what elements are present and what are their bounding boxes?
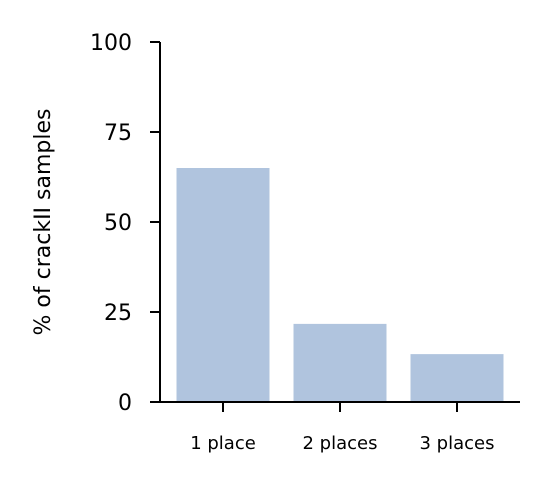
y-tick-label-25: 25: [104, 301, 132, 326]
y-tick-label-100: 100: [90, 31, 132, 56]
bar-3: [411, 354, 504, 402]
y-axis-label: % of crackII samples: [31, 109, 56, 336]
x-tick-label-2: 2 places: [303, 433, 378, 454]
y-tick-label-0: 0: [118, 391, 132, 416]
bars-group: [177, 168, 504, 402]
x-tick-label-1: 1 place: [190, 433, 256, 454]
x-tick-label-3: 3 places: [420, 433, 495, 454]
y-tick-label-50: 50: [104, 211, 132, 236]
y-axis: 0 25 50 75 100: [90, 31, 160, 416]
bar-1: [177, 168, 270, 402]
x-axis: 1 place 2 places 3 places: [159, 402, 520, 454]
bar-2: [294, 324, 387, 402]
y-tick-label-75: 75: [104, 121, 132, 146]
